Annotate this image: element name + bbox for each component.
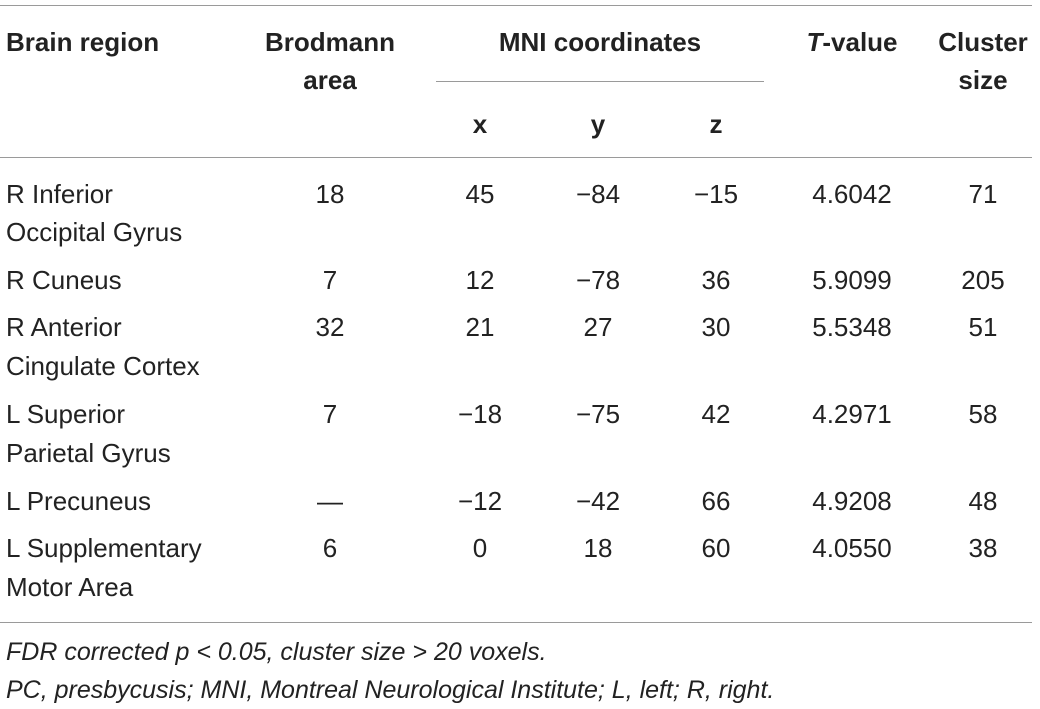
footnote-fdr: FDR corrected p < 0.05, cluster size > 2… bbox=[6, 638, 547, 666]
header-y: y bbox=[590, 109, 606, 139]
row1-region-line2: Occipital Gyrus bbox=[6, 217, 183, 247]
row5-brodmann: — bbox=[317, 486, 343, 516]
row6-brodmann: 6 bbox=[322, 533, 338, 563]
row4-z: 42 bbox=[701, 399, 731, 429]
row6-cluster-size: 38 bbox=[968, 533, 998, 563]
row4-t-value: 4.2971 bbox=[812, 399, 892, 429]
row6-region-line1: L Supplementary bbox=[6, 533, 202, 563]
row3-z: 30 bbox=[701, 312, 731, 342]
header-bottom-rule bbox=[0, 157, 1032, 158]
row1-t-value: 4.6042 bbox=[812, 179, 892, 209]
row3-cluster-size: 51 bbox=[968, 312, 998, 342]
row5-t-value: 4.9208 bbox=[812, 486, 892, 516]
header-mni-coordinates: MNI coordinates bbox=[498, 27, 702, 57]
row5-z: 66 bbox=[701, 486, 731, 516]
row1-z: −15 bbox=[693, 179, 739, 209]
header-cluster-line1: Cluster bbox=[938, 27, 1028, 57]
row3-brodmann: 32 bbox=[315, 312, 345, 342]
table-bottom-rule bbox=[0, 622, 1032, 623]
row5-region-line1: L Precuneus bbox=[6, 486, 152, 516]
header-brodmann-line2: area bbox=[303, 65, 357, 95]
row6-z: 60 bbox=[701, 533, 731, 563]
header-cluster-line2: size bbox=[958, 65, 1008, 95]
header-t-rest: -value bbox=[822, 27, 898, 57]
header-t-italic: T bbox=[806, 27, 823, 57]
row3-region-line2: Cingulate Cortex bbox=[6, 351, 200, 381]
row2-t-value: 5.9099 bbox=[812, 265, 892, 295]
row6-x: 0 bbox=[472, 533, 488, 563]
footnote-abbreviations: PC, presbycusis; MNI, Montreal Neurologi… bbox=[6, 676, 775, 704]
row2-brodmann: 7 bbox=[322, 265, 338, 295]
row4-brodmann: 7 bbox=[322, 399, 338, 429]
row4-cluster-size: 58 bbox=[968, 399, 998, 429]
row5-x: −12 bbox=[457, 486, 503, 516]
row5-cluster-size: 48 bbox=[968, 486, 998, 516]
row5-y: −42 bbox=[575, 486, 621, 516]
header-x: x bbox=[472, 109, 488, 139]
row4-region-line2: Parietal Gyrus bbox=[6, 438, 171, 468]
row3-y: 27 bbox=[583, 312, 613, 342]
header-brain-region: Brain region bbox=[6, 27, 160, 57]
row1-x: 45 bbox=[465, 179, 495, 209]
mni-header-underline bbox=[436, 81, 764, 82]
row1-y: −84 bbox=[575, 179, 621, 209]
row2-y: −78 bbox=[575, 265, 621, 295]
row2-cluster-size: 205 bbox=[961, 265, 1005, 295]
row2-region-line1: R Cuneus bbox=[6, 265, 122, 295]
row4-x: −18 bbox=[457, 399, 503, 429]
header-t-value: T-value bbox=[782, 23, 922, 61]
row6-t-value: 4.0550 bbox=[812, 533, 892, 563]
row4-y: −75 bbox=[575, 399, 621, 429]
row4-region-line1: L Superior bbox=[6, 399, 125, 429]
table-top-rule bbox=[0, 5, 1032, 6]
row3-region-line1: R Anterior bbox=[6, 312, 122, 342]
row1-region-line1: R Inferior bbox=[6, 179, 113, 209]
row1-brodmann: 18 bbox=[315, 179, 345, 209]
header-z: z bbox=[709, 109, 723, 139]
row2-x: 12 bbox=[465, 265, 495, 295]
row6-y: 18 bbox=[583, 533, 613, 563]
header-brodmann-line1: Brodmann bbox=[265, 27, 395, 57]
row3-x: 21 bbox=[465, 312, 495, 342]
row6-region-line2: Motor Area bbox=[6, 572, 134, 602]
row3-t-value: 5.5348 bbox=[812, 312, 892, 342]
row2-z: 36 bbox=[701, 265, 731, 295]
row1-cluster-size: 71 bbox=[968, 179, 998, 209]
